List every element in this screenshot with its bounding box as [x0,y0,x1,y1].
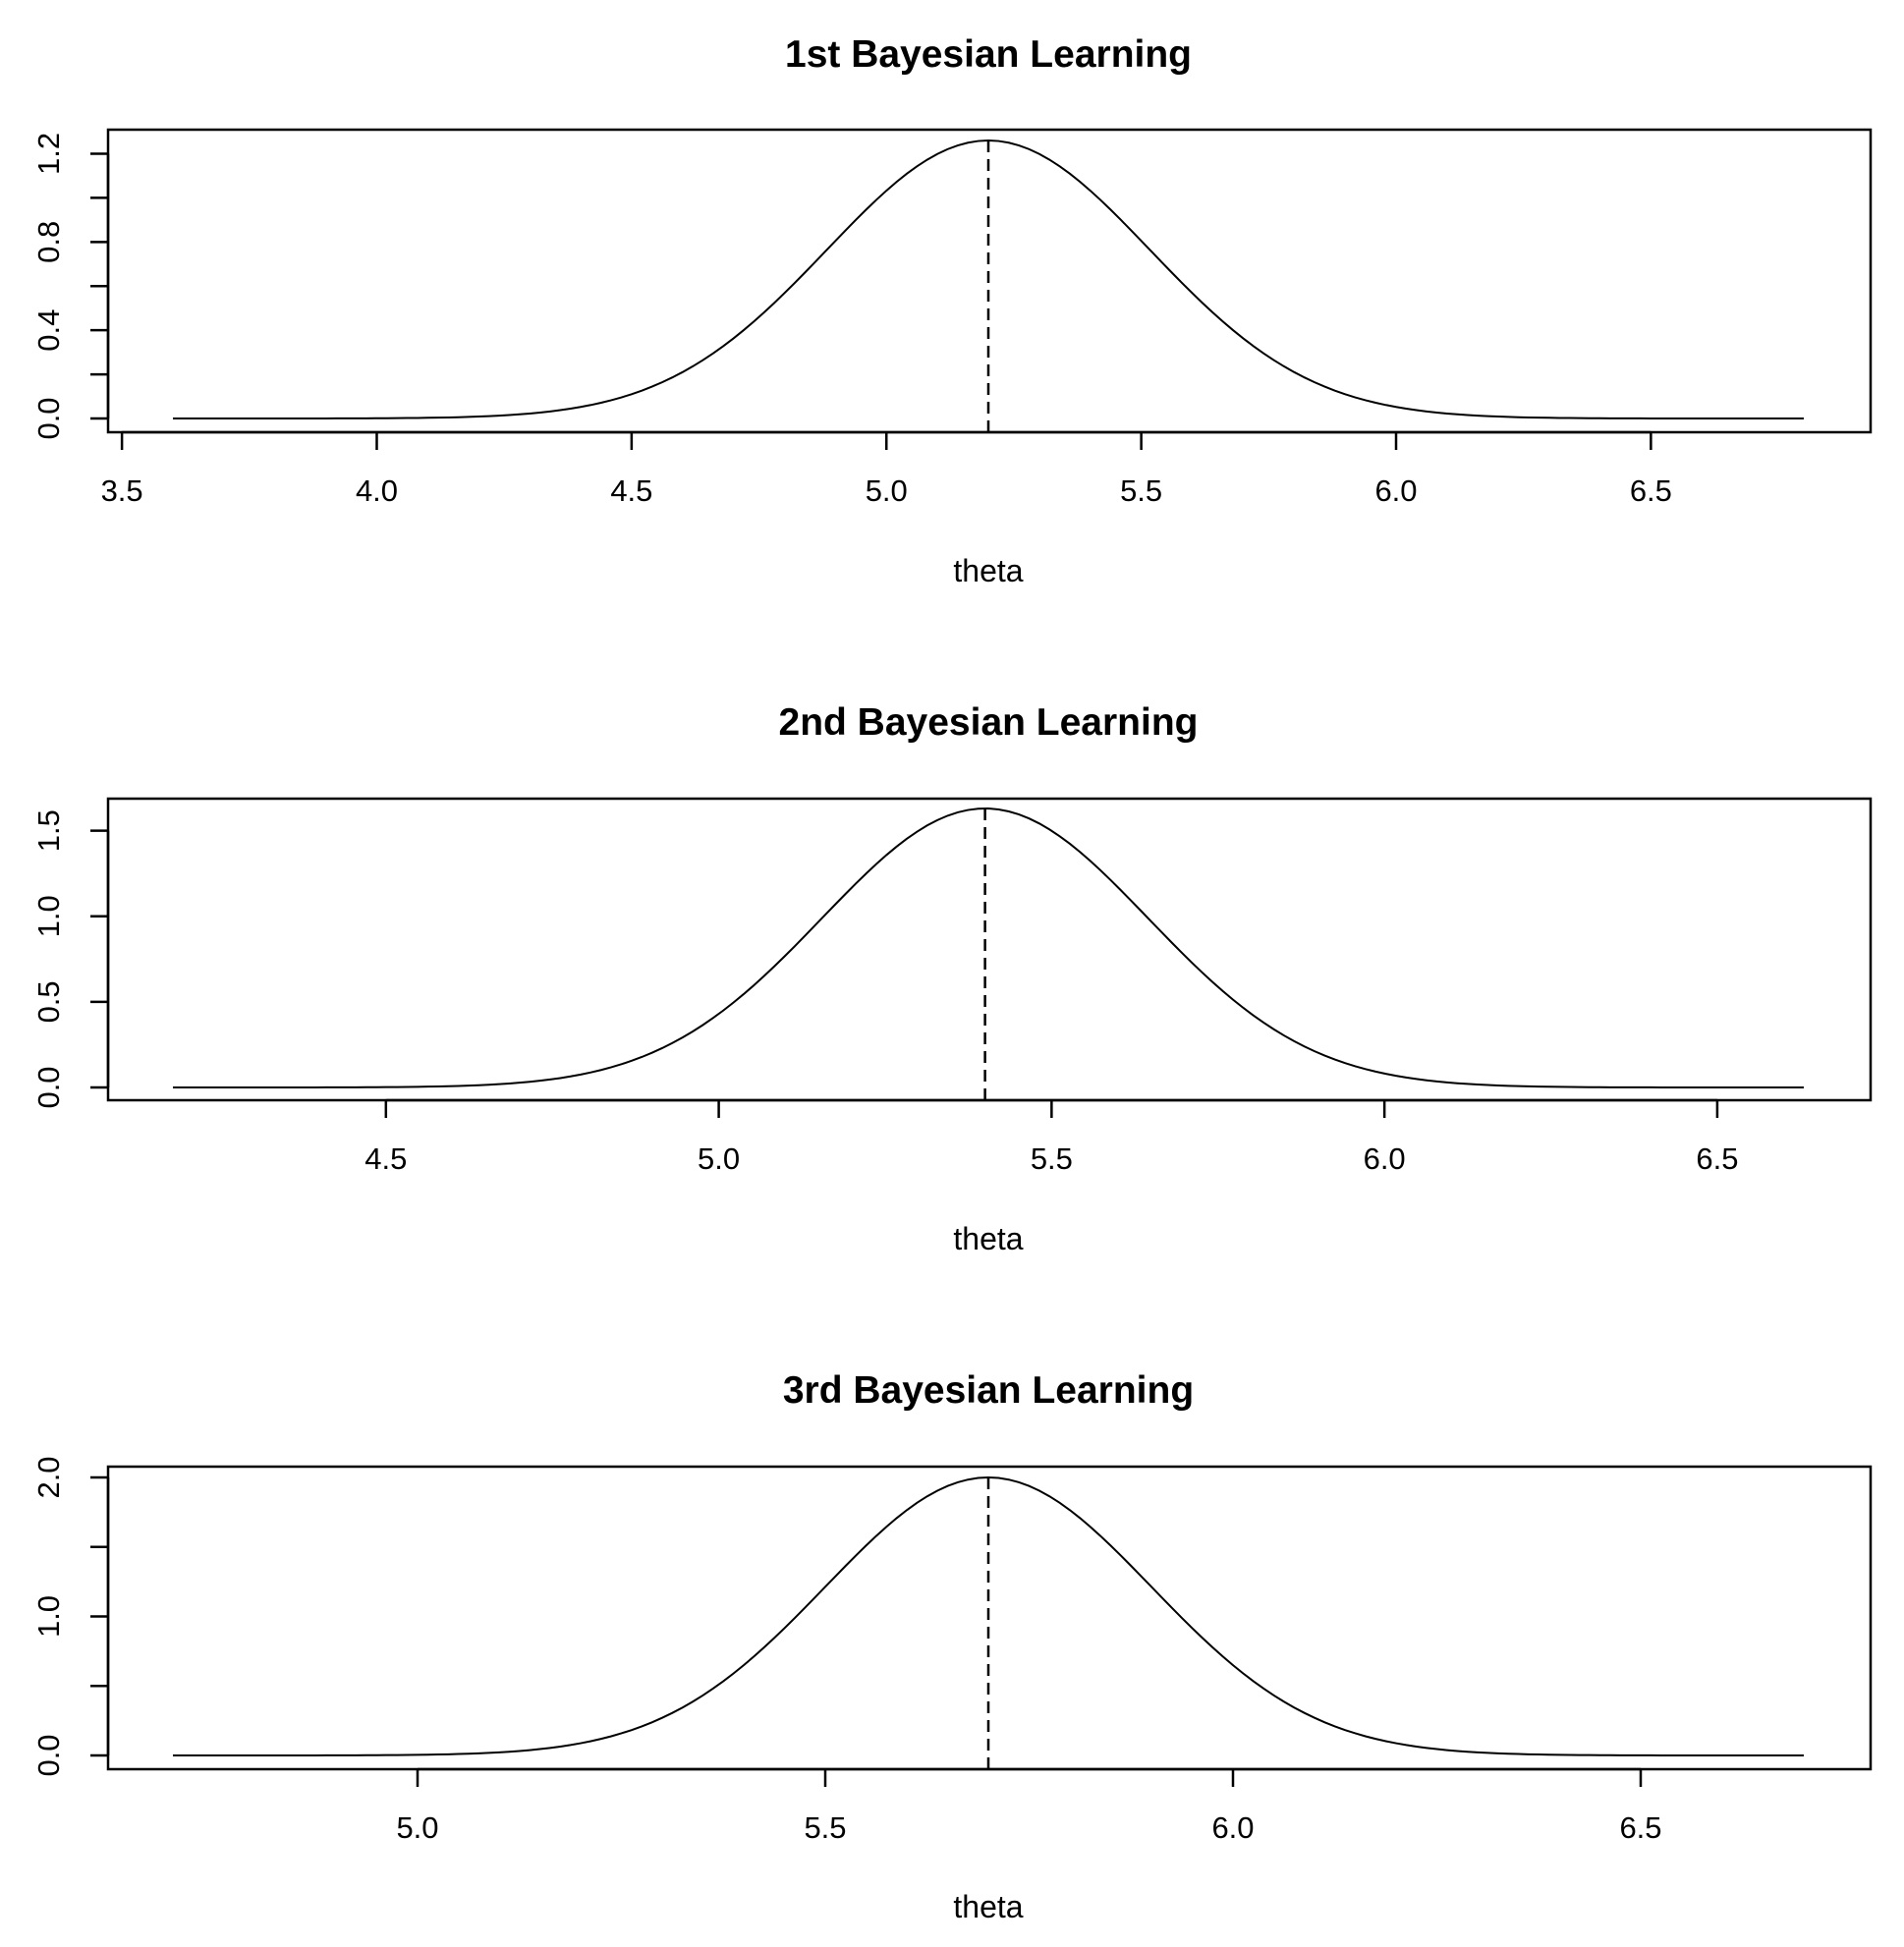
y-tick-label: 1.0 [31,1595,66,1638]
x-tick-label: 3.5 [101,473,143,508]
y-tick-label: 0.4 [31,309,66,352]
y-tick-label: 1.2 [31,133,66,175]
x-tick-label: 6.5 [1619,1810,1661,1845]
y-tick-label: 0.0 [31,397,66,439]
y-tick-label: 0.5 [31,980,66,1023]
x-tick-label: 5.5 [1120,473,1162,508]
x-tick-label: 4.5 [364,1141,407,1176]
x-tick-label: 6.5 [1696,1141,1738,1176]
x-tick-label: 6.0 [1374,473,1417,508]
x-axis-label: theta [953,553,1023,588]
y-tick-label: 2.0 [31,1456,66,1498]
x-tick-label: 5.0 [698,1141,740,1176]
y-tick-label: 1.0 [31,895,66,937]
x-tick-label: 5.0 [866,473,908,508]
y-tick-label: 1.5 [31,809,66,852]
x-tick-label: 6.0 [1364,1141,1406,1176]
x-tick-label: 6.5 [1630,473,1672,508]
x-axis-label: theta [953,1221,1023,1256]
x-tick-label: 5.5 [804,1810,846,1845]
x-tick-label: 5.0 [396,1810,438,1845]
x-tick-label: 4.5 [610,473,652,508]
chart-panel-3: 3rd Bayesian Learning 5.0 5.5 6.0 6.5 0.0 1.0 2… [31,1369,1873,1924]
y-tick-label: 0.8 [31,221,66,263]
x-tick-label: 5.5 [1031,1141,1073,1176]
x-tick-label: 6.0 [1211,1810,1254,1845]
x-tick-label: 4.0 [356,473,398,508]
chart-panel-2: 2nd Bayesian Learning 4.5 5.0 5.5 6.0 6.5 0.0 0… [31,701,1873,1256]
chart-title: 1st Bayesian Learning [785,33,1192,76]
chart-panel-1: 1st Bayesian Learning 3.5 4.0 4.5 5.0 5.5 6.0 6… [31,33,1873,588]
density-curve [173,807,1804,1088]
plot-frame [106,797,1873,1102]
y-tick-label: 0.0 [31,1066,66,1108]
chart-title: 2nd Bayesian Learning [779,701,1199,744]
chart-title: 3rd Bayesian Learning [783,1369,1194,1412]
y-tick-label: 0.0 [31,1734,66,1776]
x-axis-label: theta [953,1889,1023,1924]
